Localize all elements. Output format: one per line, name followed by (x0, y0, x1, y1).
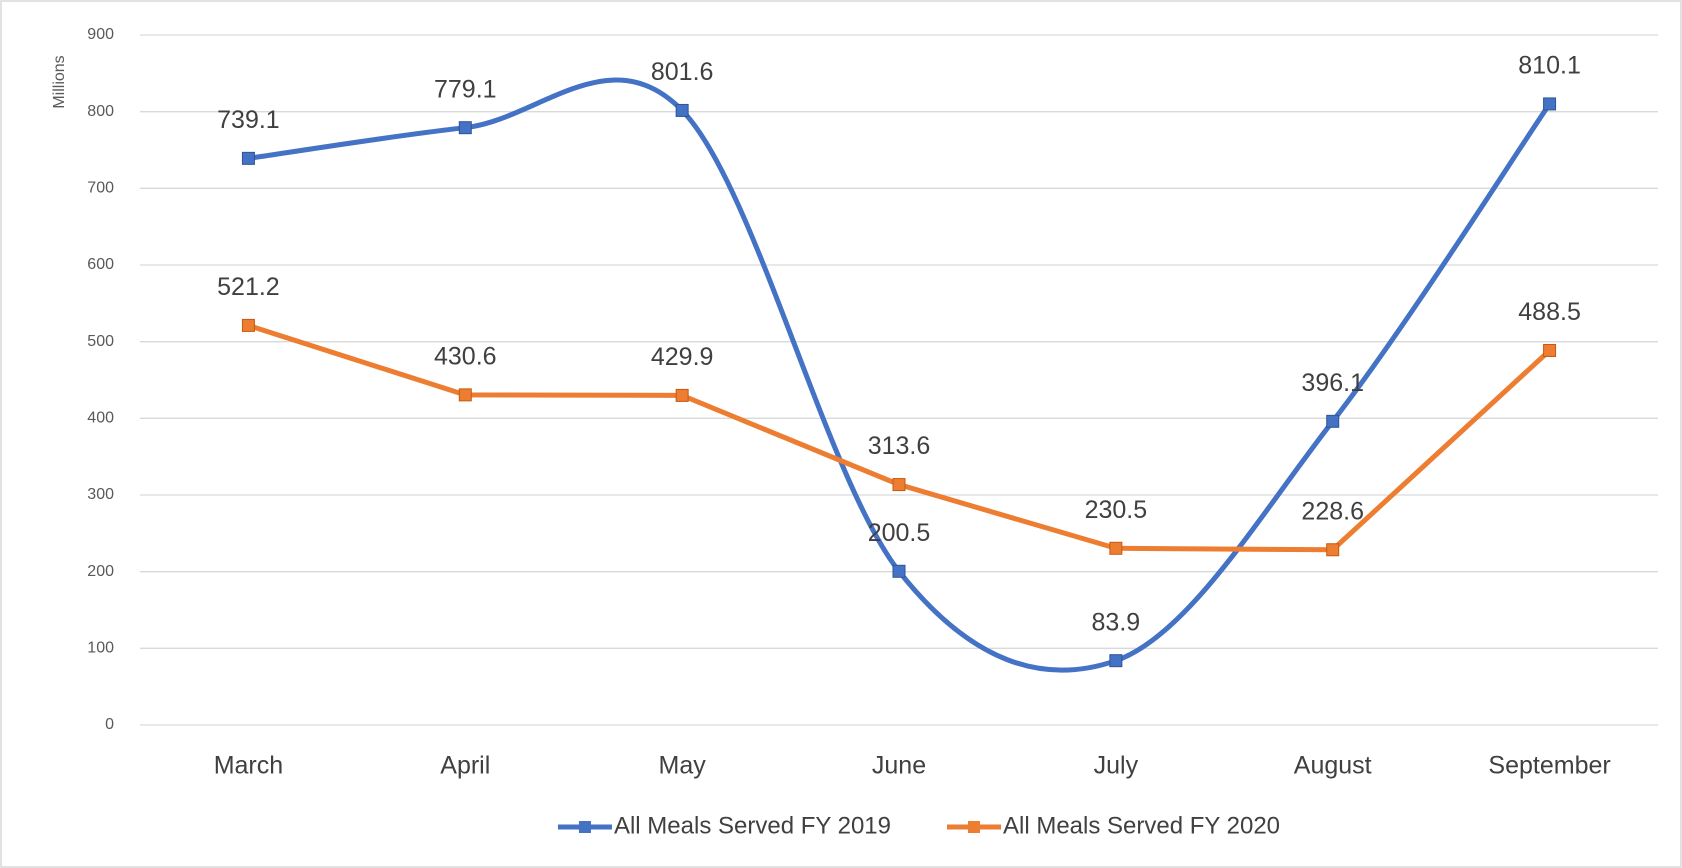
y-tick-label: 400 (87, 410, 114, 427)
data-label: 488.5 (1518, 298, 1581, 326)
data-label: 228.6 (1301, 497, 1364, 525)
marker (241, 151, 255, 165)
x-tick-label: September (1488, 752, 1610, 780)
data-label: 801.6 (651, 58, 714, 86)
x-tick-label: April (440, 752, 490, 780)
x-tick-label: March (214, 752, 283, 780)
marker (1109, 654, 1123, 668)
y-axis-label: Millions (51, 55, 68, 108)
marker (675, 388, 689, 402)
marker (1326, 414, 1340, 428)
y-tick-label: 600 (87, 256, 114, 273)
data-label: 429.9 (651, 343, 714, 371)
legend-marker (968, 821, 980, 833)
marker (458, 121, 472, 135)
data-label: 521.2 (217, 273, 280, 301)
y-tick-label: 100 (87, 640, 114, 657)
y-tick-label: 800 (87, 103, 114, 120)
y-tick-label: 500 (87, 333, 114, 350)
marker (892, 478, 906, 492)
y-tick-label: 0 (105, 716, 114, 733)
data-label: 200.5 (868, 519, 931, 547)
data-label: 230.5 (1085, 496, 1148, 524)
marker (1109, 541, 1123, 555)
data-label: 810.1 (1518, 52, 1581, 80)
data-label: 313.6 (868, 432, 931, 460)
x-tick-label: July (1094, 752, 1139, 780)
legend-label: All Meals Served FY 2020 (1003, 812, 1280, 839)
legend-label: All Meals Served FY 2019 (614, 812, 891, 839)
marker (1326, 543, 1340, 557)
data-label: 396.1 (1301, 369, 1364, 397)
marker (892, 564, 906, 578)
data-label: 83.9 (1092, 608, 1141, 636)
x-tick-label: May (659, 752, 707, 780)
x-tick-label: June (872, 752, 926, 780)
y-tick-label: 300 (87, 486, 114, 503)
marker (458, 388, 472, 402)
marker (1543, 97, 1557, 111)
y-tick-label: 900 (87, 26, 114, 43)
data-label: 739.1 (217, 106, 280, 134)
data-label: 779.1 (434, 75, 497, 103)
legend-marker (578, 821, 591, 833)
marker (1543, 343, 1557, 357)
y-tick-label: 200 (87, 563, 114, 580)
data-label: 430.6 (434, 342, 497, 370)
marker (241, 318, 255, 332)
x-tick-label: August (1294, 752, 1372, 780)
y-tick-label: 700 (87, 180, 114, 197)
marker (675, 103, 689, 117)
